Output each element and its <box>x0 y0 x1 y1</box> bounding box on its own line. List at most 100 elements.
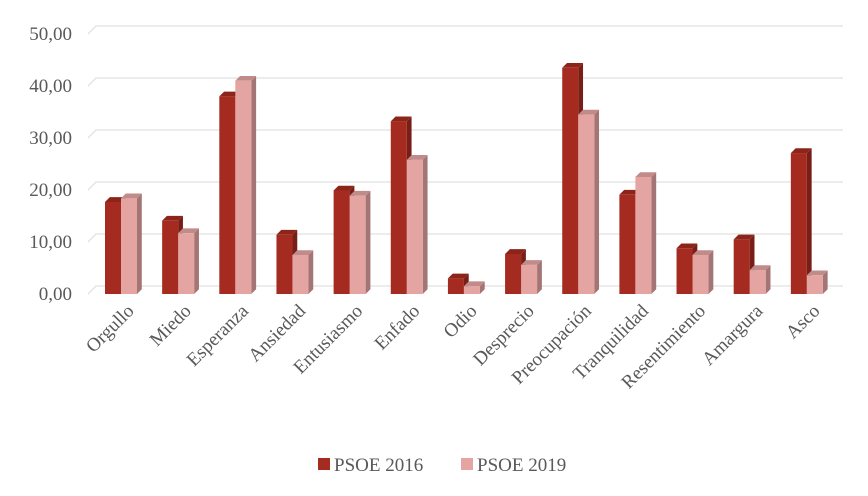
bar-psoe-2019-ansiedad <box>292 250 314 294</box>
bar-top <box>562 63 584 68</box>
bar-top <box>447 273 469 279</box>
bar-top <box>692 250 714 255</box>
bar-front <box>406 159 423 294</box>
x-label-esperanza: Esperanza <box>183 300 253 370</box>
bar-front <box>790 153 807 294</box>
bar-front <box>235 80 252 294</box>
bar-front <box>292 255 309 294</box>
bar-top <box>121 193 142 199</box>
bar-psoe-2019-enfado <box>406 155 428 294</box>
bar-side <box>422 155 428 294</box>
bar-front <box>619 194 636 294</box>
bar-top <box>235 76 257 81</box>
bar-front <box>105 201 121 294</box>
x-label-miedo: Miedo <box>146 301 196 351</box>
x-label-orgullo: Orgullo <box>82 301 138 357</box>
bar-psoe-2019-preocupacion <box>578 109 600 294</box>
bar-side <box>479 281 485 294</box>
gridline <box>87 181 843 191</box>
bar-psoe-2019-tranquilidad <box>635 172 657 294</box>
legend-label-psoe-2019: PSOE 2019 <box>477 455 566 476</box>
bar-front <box>578 114 595 294</box>
bar-top <box>463 281 485 287</box>
bar-front <box>806 275 823 294</box>
bar-psoe-2016-asco <box>790 148 812 294</box>
bar-psoe-2019-amargura <box>749 265 771 294</box>
bar-top <box>333 185 355 191</box>
bar-top <box>619 189 641 195</box>
bar-side <box>765 265 771 294</box>
y-tick-label: 40,00 <box>29 76 72 97</box>
bar-side <box>365 190 371 294</box>
bar-psoe-2019-esperanza <box>235 76 257 294</box>
bar-top <box>790 148 812 154</box>
bar-top <box>521 260 542 265</box>
y-axis-tick-labels: 0,00 10,00 20,00 30,00 40,00 50,00 <box>29 24 72 305</box>
bar-side <box>594 109 600 294</box>
bar-top <box>505 249 526 254</box>
bar-psoe-2019-entusiasmo <box>349 190 371 294</box>
gridline <box>87 129 843 139</box>
bar-front <box>390 121 407 294</box>
bar-top <box>276 229 298 235</box>
bar-psoe-2019-orgullo <box>121 193 142 294</box>
x-label-amargura: Amargura <box>698 300 767 369</box>
bar-top <box>219 91 241 97</box>
bar-front <box>692 255 709 294</box>
bar-side <box>651 172 657 294</box>
x-label-asco: Asco <box>782 301 824 343</box>
bar-front <box>676 248 693 294</box>
x-label-enfado: Enfado <box>371 301 425 355</box>
bar-front <box>349 195 366 294</box>
bar-front <box>178 233 195 294</box>
bar-side <box>822 270 828 294</box>
bar-psoe-2019-miedo <box>178 228 199 294</box>
gridline <box>87 25 843 35</box>
grid-lines <box>87 25 843 295</box>
bar-top <box>178 228 199 234</box>
bar-top <box>578 109 600 115</box>
bar-side <box>806 148 812 294</box>
bar-front <box>749 270 766 294</box>
gridline <box>87 233 843 243</box>
legend-swatch-psoe-2016 <box>318 458 330 470</box>
bar-top <box>162 215 183 221</box>
legend: PSOE 2016 PSOE 2019 <box>318 455 566 476</box>
bar-front <box>447 278 464 294</box>
y-tick-label: 0,00 <box>39 284 72 305</box>
bar-top <box>676 243 698 249</box>
bar-top <box>749 265 771 271</box>
bar-top <box>349 190 371 196</box>
x-label-odio: Odio <box>440 301 482 343</box>
y-tick-label: 10,00 <box>29 232 72 253</box>
bar-side <box>251 76 257 294</box>
bar-front <box>733 239 750 294</box>
y-tick-label: 30,00 <box>29 128 72 149</box>
bar-front <box>276 234 293 294</box>
bar-top <box>806 270 828 276</box>
bar-front <box>333 190 350 294</box>
bar-psoe-2019-asco <box>806 270 828 294</box>
bar-psoe-2019-resentimiento <box>692 250 714 294</box>
bar-top <box>406 155 428 160</box>
bar-psoe-2016-desprecio <box>505 249 526 294</box>
bar-front <box>635 177 652 294</box>
legend-swatch-psoe-2019 <box>461 458 473 470</box>
gridline <box>87 77 843 87</box>
y-tick-label: 50,00 <box>29 24 72 45</box>
bar-top <box>635 172 657 177</box>
bar-front <box>521 264 538 294</box>
bar-side <box>708 250 714 294</box>
bar-top <box>105 197 126 202</box>
bar-front <box>505 253 522 294</box>
bar-side <box>194 228 199 294</box>
bar-top <box>733 234 755 240</box>
bars <box>105 63 828 295</box>
bar-front <box>162 220 179 294</box>
bar-front <box>562 67 579 294</box>
y-tick-label: 20,00 <box>29 180 72 201</box>
bar-front <box>219 96 236 295</box>
bar-top <box>292 250 314 255</box>
